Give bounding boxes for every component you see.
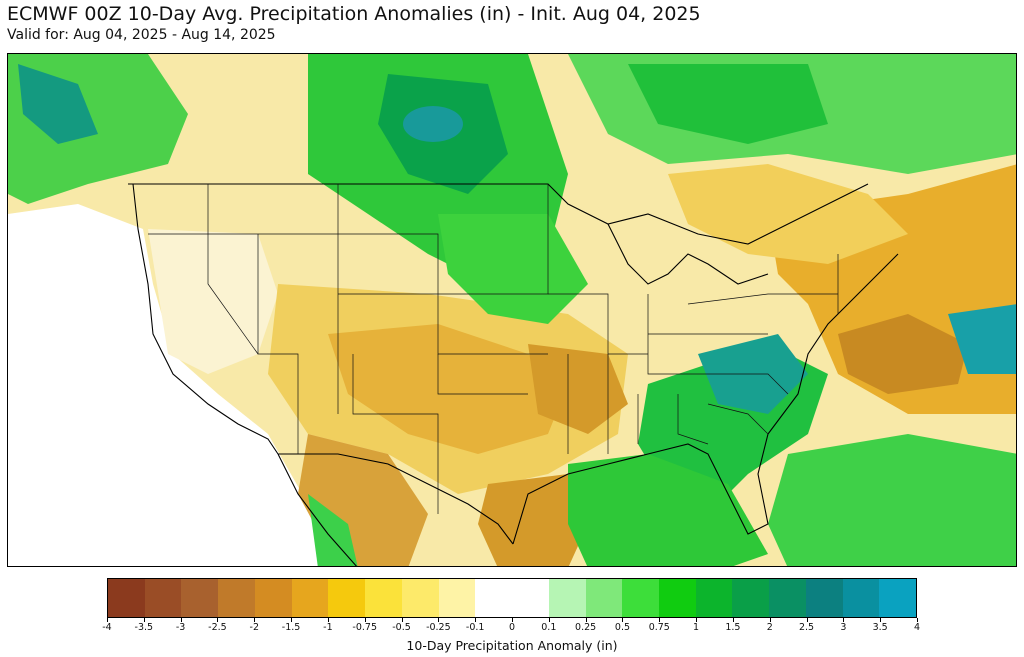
colorbar-swatch (365, 579, 402, 617)
colorbar-tickmark (696, 618, 698, 622)
colorbar-swatch (181, 579, 219, 617)
colorbar-tick-label: -0.25 (426, 622, 451, 633)
dry-area-atlantic-core (838, 314, 968, 394)
colorbar-tickmark (917, 618, 918, 622)
colorbar-tickmark (548, 618, 550, 622)
wet-area-atlantic-teal (948, 304, 1016, 374)
colorbar-tick-label: 0 (508, 622, 516, 633)
colorbar-tickmark (622, 618, 624, 622)
colorbar-tick-label: 3 (840, 622, 847, 633)
colorbar-tick-label: 1 (693, 622, 700, 633)
map-subtitle: Valid for: Aug 04, 2025 - Aug 14, 2025 (7, 27, 276, 43)
colorbar-swatch (254, 579, 292, 617)
colorbar-tickmark (880, 618, 882, 622)
colorbar-tick-label: -1 (323, 622, 333, 633)
colorbar-tick-label: 2.5 (798, 622, 815, 633)
colorbar-swatch (622, 579, 660, 617)
colorbar-swatch (401, 579, 439, 617)
colorbar-tick-label: 0.1 (541, 622, 557, 633)
colorbar-label: 10-Day Precipitation Anomaly (in) (406, 638, 618, 653)
dry-area-canada-east (668, 164, 908, 264)
colorbar-swatch (218, 579, 255, 617)
colorbar-tick-label: -0.1 (465, 622, 485, 633)
colorbar-tickmark (254, 618, 256, 622)
colorbar-tickmark (401, 618, 403, 622)
colorbar-tickmark (364, 618, 366, 622)
colorbar-tick-label: -2 (249, 622, 260, 633)
dry-area-central (328, 324, 568, 454)
colorbar-swatch (475, 579, 513, 617)
colorbar-tickmark (732, 618, 734, 622)
dry-area-gulf-mexico (478, 474, 588, 566)
colorbar-tickmark (180, 618, 182, 622)
colorbar-tick-label: 0.5 (614, 622, 631, 633)
colorbar-tickmark (475, 618, 477, 622)
colorbar-ticks: -4 -3.5 -3 -2.5 -2 -1.5 -1 -0.75 -0.5 -0.25 -0.1 0 0… (102, 618, 921, 634)
colorbar-swatch (328, 579, 366, 617)
colorbar-tickmark (107, 618, 108, 622)
colorbar-tickmark (438, 618, 440, 622)
colorbar-tick-label: 1.5 (725, 622, 741, 633)
wet-area-atlantic-south (768, 434, 1016, 566)
neutral-area-west (8, 204, 347, 566)
wet-area-canada-mid (628, 64, 828, 144)
colorbar-swatch (291, 579, 329, 617)
colorbar-tick-label: 0.75 (648, 622, 670, 633)
colorbar-tickmark (143, 618, 145, 622)
colorbar-tick-label: -0.5 (392, 622, 411, 633)
colorbar-swatch (695, 579, 733, 617)
colorbar (107, 578, 917, 618)
colorbar-swatch (732, 579, 770, 617)
colorbar-tick-label: 4 (913, 622, 921, 633)
wet-area-north-teal (403, 106, 463, 142)
wet-area-gulf-california (308, 494, 358, 566)
colorbar-swatch (769, 579, 806, 617)
precipitation-anomaly-map (7, 53, 1017, 567)
colorbar-swatch (842, 579, 880, 617)
map-title: ECMWF 00Z 10-Day Avg. Precipitation Anom… (7, 3, 701, 25)
colorbar-swatch (438, 579, 476, 617)
colorbar-tick-label: -4 (102, 622, 112, 633)
dry-area-arklatex (528, 344, 628, 434)
colorbar-swatch (585, 579, 623, 617)
colorbar-tickmark (217, 618, 219, 622)
colorbar-tickmark (585, 618, 587, 622)
colorbar-swatch (659, 579, 696, 617)
colorbar-tick-label: 0.25 (575, 622, 597, 633)
colorbar-swatch (548, 579, 586, 617)
colorbar-tickmark (512, 618, 513, 622)
colorbar-swatch (512, 579, 549, 617)
colorbar-tick-label: -0.75 (352, 622, 378, 633)
state-lines (148, 184, 839, 514)
colorbar-swatch (144, 579, 182, 617)
colorbar-tick-label: -2.5 (208, 622, 227, 633)
colorbar-tick-label: 3.5 (872, 622, 888, 633)
colorbar-tick-label: 2 (766, 622, 773, 633)
colorbar-tickmark (769, 618, 771, 622)
wet-area-gulf-florida (568, 454, 768, 566)
colorbar-tickmark (327, 618, 329, 622)
wet-area-upper-midwest (438, 214, 588, 324)
colorbar-tickmark (659, 618, 661, 622)
colorbar-swatch (805, 579, 843, 617)
neutral-area-interior-west (148, 229, 278, 374)
colorbar-tickmark (843, 618, 845, 622)
colorbar-tick-label: -1.5 (281, 622, 301, 633)
colorbar-swatch (108, 579, 145, 617)
colorbar-tick-label: -3.5 (134, 622, 154, 633)
colorbar-tick-label: -3 (175, 622, 186, 633)
colorbar-swatches (107, 578, 917, 618)
colorbar-tickmark (291, 618, 293, 622)
colorbar-swatch (879, 579, 917, 617)
boundaries (128, 183, 899, 566)
wet-area-northwest-teal (18, 64, 98, 144)
colorbar-tickmark (806, 618, 808, 622)
